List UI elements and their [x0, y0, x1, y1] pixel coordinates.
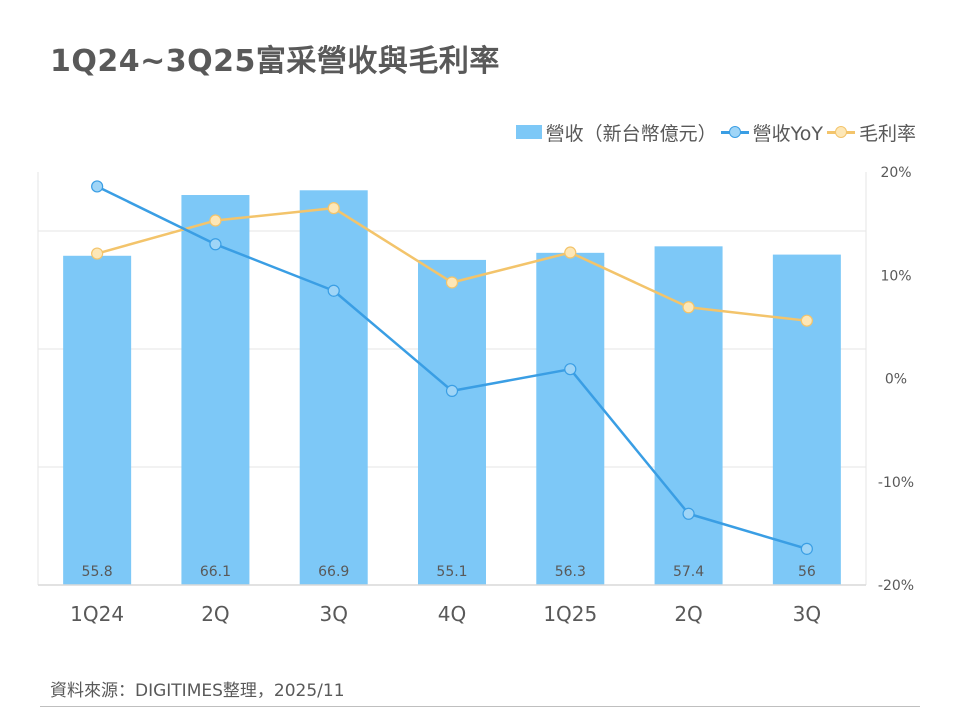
revenue-data-label: 56.3 [555, 564, 586, 580]
revenue-yoy-point [327, 284, 340, 297]
legend-label-margin: 毛利率 [858, 122, 916, 145]
gross-margin-point [209, 214, 222, 227]
revenue-data-label: 55.1 [436, 564, 467, 580]
revenue-bar [536, 252, 605, 585]
x-tick-label: 1Q24 [70, 602, 124, 626]
legend-item-margin: 毛利率 [826, 119, 916, 146]
x-tick-label: 2Q [201, 602, 229, 626]
x-tick-label: 3Q [793, 602, 821, 626]
legend-label-revenue: 營收（新台幣億元） [545, 122, 717, 145]
footer-divider [40, 706, 920, 707]
legend-yoy-swatch [720, 125, 749, 139]
revenue-data-label: 66.1 [200, 564, 231, 580]
y-right-tick-label: -10% [878, 475, 914, 491]
chart-title: 1Q24~3Q25富采營收與毛利率 [50, 44, 500, 79]
y-right-tick-label: -20% [878, 578, 914, 594]
revenue-yoy-point [91, 180, 104, 193]
legend-item-revenue: 營收（新台幣億元） [515, 119, 717, 146]
legend-margin-swatch [826, 125, 855, 139]
x-tick-label: 1Q25 [543, 602, 597, 626]
gross-margin-point [564, 246, 577, 259]
revenue-yoy-point [682, 507, 695, 520]
gross-margin-point [445, 276, 459, 289]
x-tick-label: 4Q [438, 602, 466, 626]
gross-margin-point [327, 202, 340, 215]
revenue-yoy-point [445, 384, 459, 397]
y-right-tick-label: 0% [885, 372, 907, 388]
source-note: 資料來源：DIGITIMES整理，2025/11 [50, 681, 345, 701]
revenue-data-label: 55.8 [82, 564, 113, 580]
gross-margin-point [800, 314, 813, 327]
x-tick-label: 3Q [319, 602, 347, 626]
revenue-bar [181, 195, 250, 585]
revenue-bar [63, 255, 132, 585]
revenue-data-label: 66.9 [318, 564, 349, 580]
y-right-tick-label: 10% [880, 268, 911, 284]
revenue-bar [299, 190, 368, 586]
revenue-data-label: 57.4 [673, 564, 704, 580]
revenue-yoy-point [800, 542, 813, 555]
gross-margin-point [91, 247, 104, 260]
revenue-bar [772, 254, 841, 585]
revenue-yoy-point [209, 238, 222, 251]
chart-legend: 營收（新台幣億元） 營收YoY 毛利率 [515, 119, 916, 146]
gross-margin-point [682, 301, 695, 314]
legend-label-yoy: 營收YoY [752, 122, 823, 145]
legend-bar-swatch [515, 125, 542, 139]
revenue-yoy-point [564, 363, 577, 376]
y-right-tick-label: 20% [880, 165, 911, 181]
revenue-bar [418, 259, 486, 585]
legend-item-yoy: 營收YoY [720, 119, 823, 146]
x-tick-label: 2Q [674, 602, 702, 626]
revenue-data-label: 56 [798, 564, 816, 580]
